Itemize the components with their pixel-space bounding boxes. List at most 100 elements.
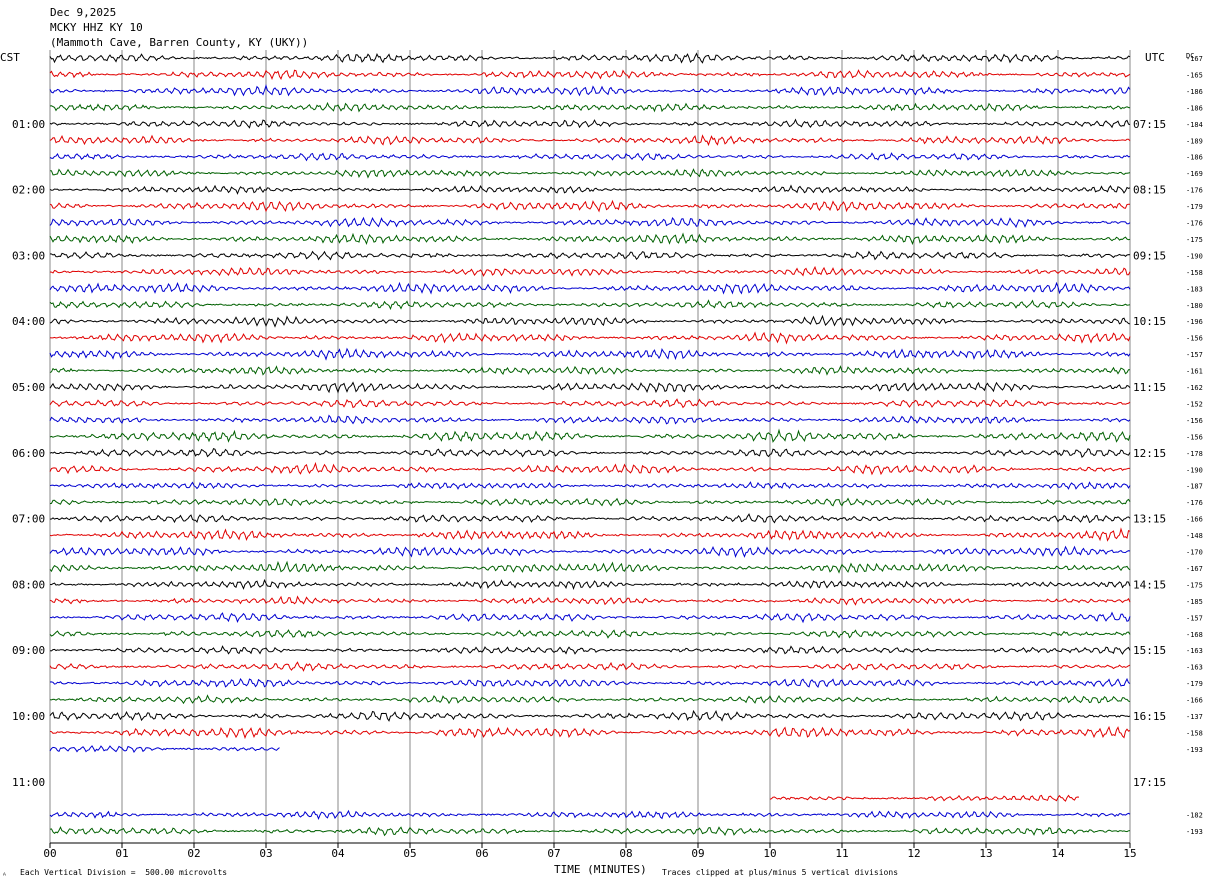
station-code: MCKY HHZ KY 10 — [50, 21, 143, 34]
dc-offset-label: -168 — [1186, 631, 1203, 639]
dc-offset-label: -176 — [1186, 499, 1203, 507]
utc-hour-label: 12:15 — [1133, 447, 1166, 460]
dc-offset-label: -158 — [1186, 269, 1203, 277]
dc-offset-label: -184 — [1186, 121, 1203, 129]
cst-hour-label: 02:00 — [12, 184, 45, 197]
dc-offset-label: -178 — [1186, 450, 1203, 458]
seismic-trace — [49, 281, 1131, 295]
dc-offset-label: -165 — [1186, 71, 1203, 79]
dc-offset-label: -156 — [1186, 417, 1203, 425]
seismic-trace — [49, 398, 1131, 409]
seismic-trace — [49, 527, 1131, 542]
x-axis-title: TIME (MINUTES) — [554, 863, 647, 876]
x-tick-label: 05 — [403, 847, 416, 860]
seismic-trace — [49, 101, 1131, 113]
dc-offset-label: -167 — [1186, 565, 1203, 573]
dc-offset-label: -183 — [1186, 285, 1203, 293]
dc-offset-label: -186 — [1186, 154, 1203, 162]
seismic-trace — [49, 52, 1131, 64]
dc-offset-label: -190 — [1186, 466, 1203, 474]
dc-offset-label: -185 — [1186, 598, 1203, 606]
utc-hour-label: 09:15 — [1133, 249, 1166, 262]
dc-offset-label: -196 — [1186, 318, 1203, 326]
utc-hour-label: 14:15 — [1133, 578, 1166, 591]
dc-offset-label: -182 — [1186, 812, 1203, 820]
seismic-trace — [49, 184, 1131, 195]
x-tick-label: 07 — [547, 847, 560, 860]
seismic-trace — [49, 428, 1131, 443]
cst-hour-label: 09:00 — [12, 644, 45, 657]
seismic-trace — [49, 497, 1131, 507]
seismic-trace — [49, 513, 1131, 524]
x-tick-label: 00 — [43, 847, 56, 860]
dc-offset-label: -161 — [1186, 368, 1203, 376]
dc-offset-label: -166 — [1186, 516, 1203, 524]
seismic-trace — [49, 809, 1131, 821]
seismic-trace — [49, 661, 1131, 672]
dc-offset-label: -189 — [1186, 137, 1203, 145]
dc-offset-label: -166 — [1186, 697, 1203, 705]
seismic-trace — [49, 168, 1131, 179]
dc-offset-label: -175 — [1186, 581, 1203, 589]
utc-hour-label: 17:15 — [1133, 776, 1166, 789]
cst-hour-label: 11:00 — [12, 776, 45, 789]
dc-offset-label: -186 — [1186, 104, 1203, 112]
dc-offset-label: -180 — [1186, 302, 1203, 310]
seismic-trace — [49, 578, 1131, 591]
seismic-trace — [49, 725, 1131, 740]
x-tick-label: 12 — [907, 847, 920, 860]
utc-hour-label: 08:15 — [1133, 184, 1166, 197]
dc-offset-label: -137 — [1186, 713, 1203, 721]
seismic-trace — [49, 826, 1131, 837]
seismic-trace — [49, 481, 1131, 490]
x-tick-label: 01 — [115, 847, 128, 860]
utc-hour-label: 10:15 — [1133, 315, 1166, 328]
cst-hour-label: 05:00 — [12, 381, 45, 394]
dc-offset-label: -156 — [1186, 433, 1203, 441]
x-tick-label: 03 — [259, 847, 272, 860]
dc-offset-label: -162 — [1186, 384, 1203, 392]
cst-axis-label: CST — [0, 51, 20, 64]
seismic-trace — [49, 694, 1131, 705]
x-tick-label: 10 — [763, 847, 776, 860]
seismic-trace — [49, 118, 1131, 129]
seismic-trace — [49, 545, 1131, 559]
dc-offset-label: -193 — [1186, 828, 1203, 836]
dc-offset-label: -167 — [1186, 55, 1203, 63]
seismic-trace — [49, 134, 1131, 147]
station-location: (Mammoth Cave, Barren County, KY (UKY)) — [50, 36, 309, 49]
utc-hour-label: 15:15 — [1133, 644, 1166, 657]
seismic-trace — [49, 265, 1131, 277]
utc-hour-label: 16:15 — [1133, 710, 1166, 723]
x-tick-label: 14 — [1051, 847, 1065, 860]
seismic-trace — [49, 84, 1131, 97]
dc-offset-label: -158 — [1186, 729, 1203, 737]
seismic-trace — [769, 794, 1080, 802]
x-tick-label: 09 — [691, 847, 704, 860]
dc-offset-label: -190 — [1186, 252, 1203, 260]
dc-offset-label: -169 — [1186, 170, 1203, 178]
cst-hour-label: 07:00 — [12, 513, 45, 526]
x-tick-label: 06 — [475, 847, 488, 860]
seismic-trace — [49, 677, 1131, 689]
x-tick-label: 15 — [1123, 847, 1136, 860]
utc-hour-label: 11:15 — [1133, 381, 1166, 394]
cst-hour-label: 08:00 — [12, 578, 45, 591]
vertical-division-note: Each Vertical Division = 500.00 microvol… — [20, 868, 228, 877]
clipping-note: Traces clipped at plus/minus 5 vertical … — [662, 868, 899, 877]
dc-offset-label: -156 — [1186, 335, 1203, 343]
seismic-trace — [49, 199, 1131, 213]
cst-hour-label: 01:00 — [12, 118, 45, 131]
seismic-trace — [49, 745, 280, 753]
cst-hour-label: 06:00 — [12, 447, 45, 460]
cst-hour-label: 10:00 — [12, 710, 45, 723]
x-tick-label: 08 — [619, 847, 632, 860]
seismic-trace — [49, 709, 1131, 722]
seismic-trace — [49, 232, 1131, 246]
x-tick-label: 11 — [835, 847, 848, 860]
dc-offset-label: -176 — [1186, 187, 1203, 195]
seismic-trace — [49, 645, 1131, 655]
dc-offset-label: -157 — [1186, 351, 1203, 359]
dc-offset-label: -163 — [1186, 664, 1203, 672]
